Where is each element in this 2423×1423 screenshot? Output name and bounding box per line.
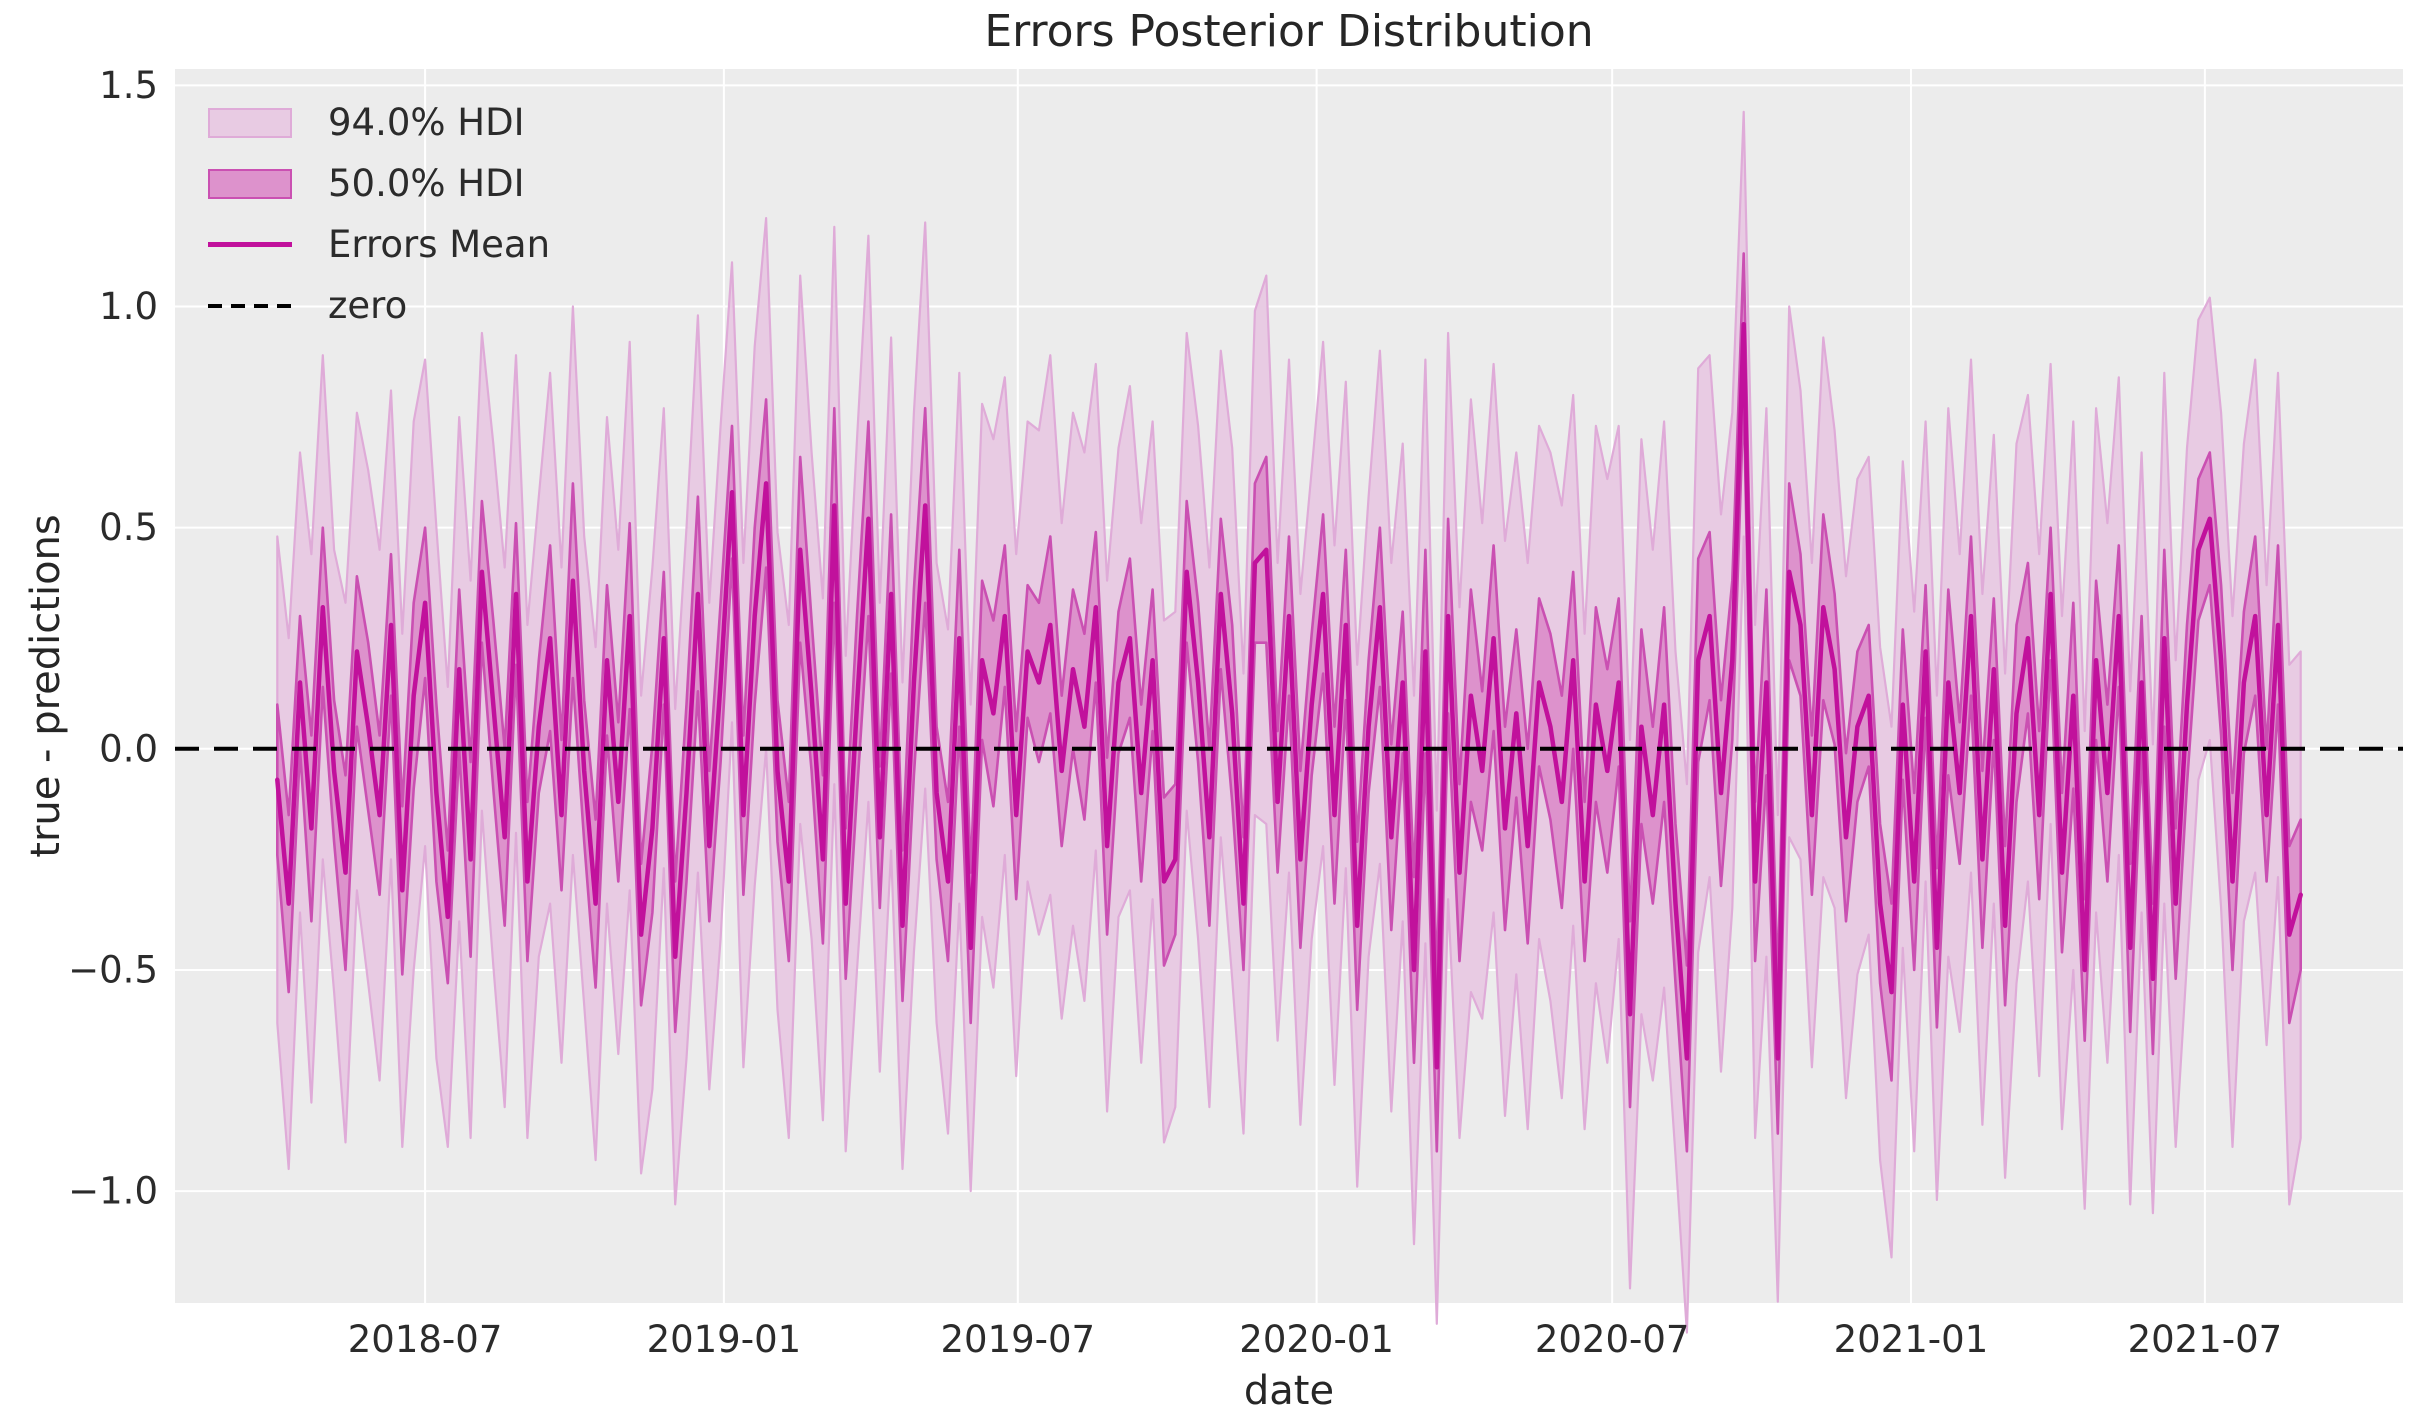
hdi50-swatch-icon [208,168,292,199]
x-tick-label: 2019-07 [941,1318,1096,1361]
y-tick-label: 0.5 [99,506,158,549]
x-tick-label: 2021-07 [2128,1318,2283,1361]
y-tick-label: 0.0 [99,727,158,770]
x-tick-label: 2020-01 [1239,1318,1394,1361]
y-tick-label: 1.0 [99,285,158,328]
mean-line-icon [208,242,292,247]
x-tick-label: 2020-07 [1535,1318,1690,1361]
y-tick-label: −1.0 [68,1170,158,1213]
legend-label-hdi94: 94.0% HDI [328,101,525,144]
zero-dashed-line-icon [208,303,292,308]
hdi50-band [276,252,2302,1153]
chart-title: Errors Posterior Distribution [984,6,1594,57]
legend-item-mean: Errors Mean [208,214,550,275]
legend-item-hdi50: 50.0% HDI [208,153,550,214]
legend-item-zero: zero [208,275,550,336]
x-tick-label: 2019-01 [647,1318,802,1361]
legend-label-zero: zero [328,284,408,327]
legend-label-hdi50: 50.0% HDI [328,162,525,205]
legend-label-mean: Errors Mean [328,223,551,266]
legend: 94.0% HDI 50.0% HDI Errors Mean zero [208,92,550,336]
x-tick-label: 2018-07 [348,1318,503,1361]
x-tick-label: 2021-01 [1834,1318,1989,1361]
hdi94-swatch-icon [208,107,292,138]
legend-item-hdi94: 94.0% HDI [208,92,550,153]
errors-mean-line [275,321,2303,1070]
y-tick-label: 1.5 [99,64,158,107]
y-tick-label: −0.5 [68,948,158,991]
x-axis-label: date [1243,1368,1335,1414]
